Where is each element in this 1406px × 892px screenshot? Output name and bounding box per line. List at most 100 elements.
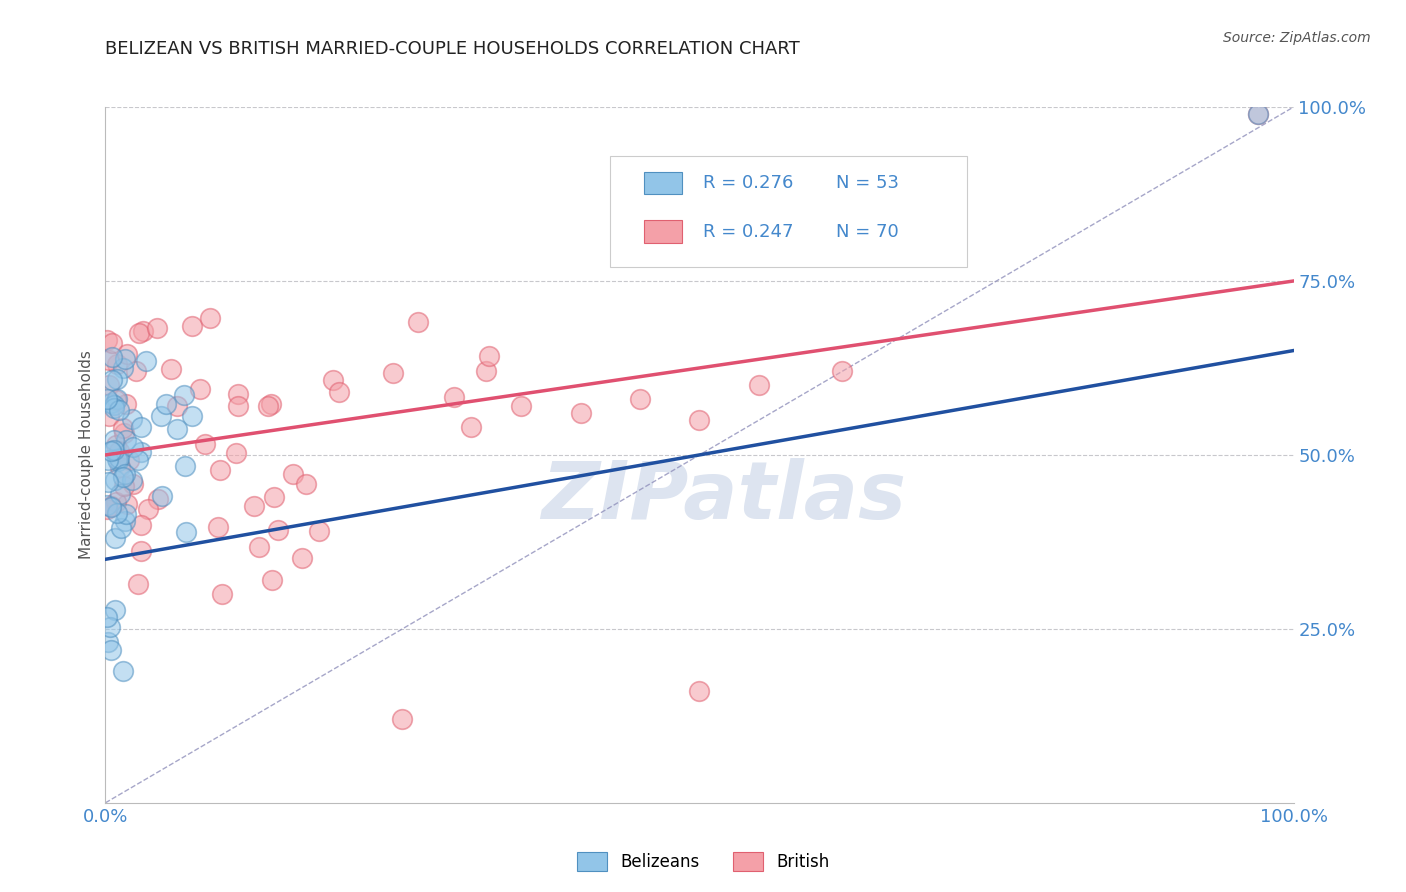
Point xyxy=(110,521,132,535)
Point xyxy=(136,501,159,516)
Point xyxy=(166,422,188,436)
Point xyxy=(104,474,127,488)
Point xyxy=(569,406,592,420)
Point xyxy=(100,642,122,657)
Point xyxy=(100,396,122,410)
Point xyxy=(105,438,128,452)
Point xyxy=(105,506,128,520)
Point xyxy=(111,470,134,484)
Point xyxy=(96,609,118,624)
Point xyxy=(160,362,183,376)
Point xyxy=(97,475,120,489)
FancyBboxPatch shape xyxy=(610,156,967,267)
Point xyxy=(391,712,413,726)
Point xyxy=(127,453,149,467)
Point xyxy=(107,451,129,466)
Point xyxy=(96,334,118,348)
Point xyxy=(112,664,135,678)
Point xyxy=(125,364,148,378)
Point xyxy=(281,467,304,482)
Point xyxy=(263,490,285,504)
Point xyxy=(98,353,121,368)
Bar xyxy=(644,220,682,243)
Point xyxy=(328,385,350,400)
Point xyxy=(96,392,118,406)
Point xyxy=(181,318,204,333)
Point xyxy=(108,443,131,458)
Point xyxy=(207,520,229,534)
Point xyxy=(107,454,129,468)
Point xyxy=(104,495,127,509)
Point xyxy=(198,311,221,326)
Point xyxy=(117,347,139,361)
Point xyxy=(104,531,127,545)
Point xyxy=(103,442,125,457)
Point xyxy=(181,409,204,424)
Point xyxy=(194,437,217,451)
Point xyxy=(308,524,330,539)
Point xyxy=(831,364,853,378)
Point xyxy=(475,364,498,378)
Point xyxy=(174,525,197,540)
Text: N = 53: N = 53 xyxy=(837,174,898,192)
Point xyxy=(150,489,173,503)
Y-axis label: Married-couple Households: Married-couple Households xyxy=(79,351,94,559)
Point xyxy=(114,351,136,366)
Point xyxy=(748,378,770,392)
Text: BELIZEAN VS BRITISH MARRIED-COUPLE HOUSEHOLDS CORRELATION CHART: BELIZEAN VS BRITISH MARRIED-COUPLE HOUSE… xyxy=(105,40,800,58)
Point xyxy=(478,349,501,363)
Point xyxy=(146,320,169,334)
Point xyxy=(115,507,138,521)
Point xyxy=(129,544,152,558)
Point xyxy=(101,335,124,350)
Point xyxy=(104,603,127,617)
Point xyxy=(121,412,143,426)
Point xyxy=(114,514,136,528)
Text: R = 0.276: R = 0.276 xyxy=(703,174,793,192)
Point xyxy=(226,386,249,401)
Point xyxy=(105,452,128,467)
Point xyxy=(115,397,138,411)
Point xyxy=(510,399,533,413)
Point xyxy=(97,635,120,649)
Point xyxy=(209,463,232,477)
Point xyxy=(103,433,125,447)
Text: R = 0.247: R = 0.247 xyxy=(703,223,793,241)
Point xyxy=(132,324,155,338)
Point xyxy=(260,573,283,587)
Point xyxy=(100,500,122,514)
Point xyxy=(249,540,271,554)
Point xyxy=(121,476,143,491)
Point xyxy=(115,433,138,447)
Point xyxy=(135,354,157,368)
Point xyxy=(146,491,169,506)
Text: ZIPatlas: ZIPatlas xyxy=(541,458,905,536)
Point xyxy=(118,452,141,467)
Point xyxy=(225,446,247,460)
Point xyxy=(166,399,188,413)
Point xyxy=(108,459,131,474)
Point xyxy=(128,326,150,340)
Point xyxy=(689,413,711,427)
Point xyxy=(104,393,127,408)
Point xyxy=(108,403,131,417)
Point xyxy=(1247,107,1270,121)
Point xyxy=(173,458,195,473)
Point xyxy=(150,409,173,423)
Bar xyxy=(644,172,682,194)
Point xyxy=(121,474,143,488)
Point xyxy=(105,358,128,372)
Point xyxy=(112,479,135,493)
Point xyxy=(406,315,429,329)
Point xyxy=(105,392,128,407)
Point xyxy=(460,419,482,434)
Point xyxy=(103,398,125,412)
Point xyxy=(291,551,314,566)
Text: Source: ZipAtlas.com: Source: ZipAtlas.com xyxy=(1223,31,1371,45)
Point xyxy=(127,577,149,591)
Point xyxy=(211,587,233,601)
Point xyxy=(322,373,344,387)
Point xyxy=(97,409,120,423)
Point xyxy=(114,467,136,481)
Point xyxy=(226,399,249,413)
